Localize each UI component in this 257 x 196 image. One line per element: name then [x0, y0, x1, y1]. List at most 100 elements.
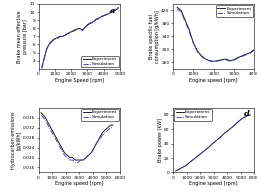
- Line: Simulation: Simulation: [176, 115, 250, 171]
- Simulation: [75, 28, 78, 30]
- Experiment: [228, 59, 232, 62]
- Experiment: [197, 154, 200, 156]
- Simulation: [188, 30, 191, 33]
- Experiment: [205, 148, 208, 150]
- Experiment: [107, 13, 110, 15]
- Simulation: [44, 119, 47, 121]
- Experiment: [66, 154, 69, 156]
- Experiment: [91, 21, 94, 24]
- Simulation: [204, 58, 207, 61]
- Experiment: [76, 159, 79, 161]
- Experiment: [60, 146, 63, 149]
- Y-axis label: Brake specific fuel
consumption [g/kWh]: Brake specific fuel consumption [g/kWh]: [149, 10, 160, 63]
- Simulation: [55, 139, 58, 141]
- Simulation: [222, 133, 225, 135]
- Simulation: [95, 141, 98, 144]
- Simulation: [101, 134, 104, 136]
- Simulation: [76, 161, 79, 164]
- Simulation: [84, 25, 87, 27]
- Simulation: [211, 142, 214, 145]
- Legend: Experiment, Simulation: Experiment, Simulation: [174, 109, 212, 121]
- Experiment: [192, 42, 195, 44]
- Experiment: [189, 161, 192, 163]
- Simulation: [100, 16, 104, 18]
- Simulation: [219, 136, 222, 138]
- Y-axis label: Brake mean effective
pressure [bar]: Brake mean effective pressure [bar]: [17, 10, 28, 63]
- Experiment: [78, 27, 81, 29]
- Experiment: [93, 146, 96, 149]
- Experiment: [227, 129, 230, 131]
- Simulation: [216, 138, 219, 141]
- Simulation: [45, 48, 48, 51]
- Simulation: [78, 28, 81, 30]
- Experiment: [55, 136, 58, 139]
- Experiment: [235, 122, 238, 124]
- Experiment: [84, 25, 87, 28]
- Experiment: [192, 158, 195, 161]
- Simulation: [186, 163, 189, 165]
- Simulation: [90, 151, 93, 154]
- Simulation: [180, 11, 183, 13]
- Text: b: b: [244, 6, 250, 15]
- Line: Simulation: Simulation: [42, 7, 118, 69]
- Simulation: [110, 10, 113, 12]
- Experiment: [241, 55, 244, 57]
- Simulation: [184, 21, 187, 23]
- Simulation: [205, 148, 208, 150]
- Line: Experiment: Experiment: [42, 8, 118, 67]
- Experiment: [110, 11, 113, 13]
- Simulation: [66, 156, 69, 159]
- Experiment: [245, 53, 248, 55]
- Experiment: [253, 48, 256, 51]
- Experiment: [233, 124, 236, 127]
- Experiment: [100, 15, 104, 17]
- Text: a: a: [109, 6, 115, 15]
- Experiment: [200, 55, 203, 57]
- Simulation: [184, 165, 187, 167]
- Simulation: [52, 39, 55, 42]
- Experiment: [74, 159, 77, 161]
- Simulation: [212, 60, 215, 63]
- Simulation: [214, 140, 217, 143]
- Experiment: [97, 17, 100, 20]
- Experiment: [181, 166, 184, 169]
- Simulation: [81, 29, 84, 32]
- Experiment: [216, 138, 219, 141]
- Experiment: [79, 159, 82, 161]
- Simulation: [55, 38, 58, 40]
- Simulation: [203, 150, 206, 152]
- Experiment: [212, 60, 215, 63]
- Legend: Experiment, Simulation: Experiment, Simulation: [81, 56, 119, 67]
- Simulation: [104, 13, 107, 16]
- Text: c: c: [109, 110, 115, 118]
- Simulation: [107, 12, 110, 14]
- Experiment: [238, 119, 241, 122]
- Simulation: [98, 139, 101, 141]
- Experiment: [71, 156, 74, 159]
- Experiment: [52, 38, 55, 41]
- Simulation: [174, 170, 177, 172]
- Experiment: [184, 165, 187, 167]
- Simulation: [52, 134, 55, 136]
- Experiment: [188, 29, 191, 31]
- Legend: Experiment, Simulation: Experiment, Simulation: [216, 5, 253, 17]
- Experiment: [61, 35, 65, 37]
- X-axis label: Engine speed [rpm]: Engine speed [rpm]: [55, 181, 104, 186]
- Experiment: [45, 47, 48, 50]
- Experiment: [101, 131, 104, 134]
- Line: Experiment: Experiment: [177, 7, 254, 61]
- Experiment: [211, 142, 214, 145]
- Line: Simulation: Simulation: [41, 115, 113, 162]
- Simulation: [235, 122, 238, 124]
- Y-axis label: Brake power [kW]: Brake power [kW]: [158, 118, 163, 162]
- Simulation: [178, 168, 181, 170]
- Simulation: [91, 21, 94, 23]
- Simulation: [238, 119, 241, 122]
- Simulation: [224, 58, 227, 61]
- Experiment: [40, 66, 43, 68]
- Experiment: [249, 114, 252, 116]
- Simulation: [230, 127, 233, 129]
- Experiment: [85, 156, 88, 159]
- Experiment: [241, 117, 244, 120]
- Simulation: [253, 49, 256, 51]
